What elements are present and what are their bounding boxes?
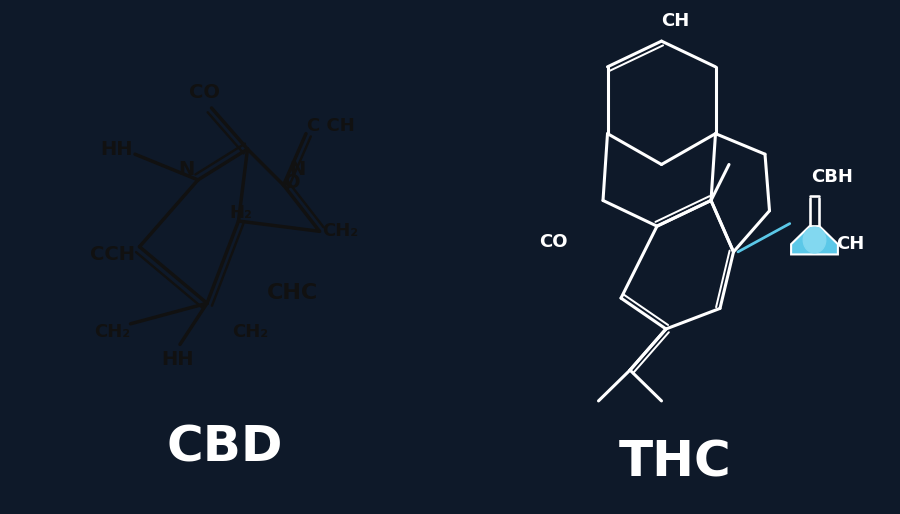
Text: N: N <box>289 160 305 179</box>
Text: CO: CO <box>189 83 220 102</box>
Text: CH₂: CH₂ <box>94 322 130 341</box>
Text: CH₂: CH₂ <box>321 222 358 241</box>
Text: HH: HH <box>161 351 194 369</box>
Text: CBH: CBH <box>812 168 853 187</box>
Text: CBD: CBD <box>166 423 284 471</box>
Text: CCH: CCH <box>90 245 135 264</box>
Text: CH: CH <box>836 235 865 253</box>
Text: H₂: H₂ <box>230 204 252 223</box>
Text: CH₂: CH₂ <box>231 322 268 341</box>
Text: CH: CH <box>661 11 689 30</box>
Text: CHC: CHC <box>267 283 318 303</box>
Text: O: O <box>284 173 301 192</box>
Text: C CH: C CH <box>307 117 355 135</box>
Text: N: N <box>178 160 195 179</box>
Text: CO: CO <box>539 232 568 251</box>
Text: THC: THC <box>618 438 732 487</box>
Polygon shape <box>791 226 838 254</box>
Circle shape <box>803 227 826 253</box>
Text: HH: HH <box>101 140 133 158</box>
